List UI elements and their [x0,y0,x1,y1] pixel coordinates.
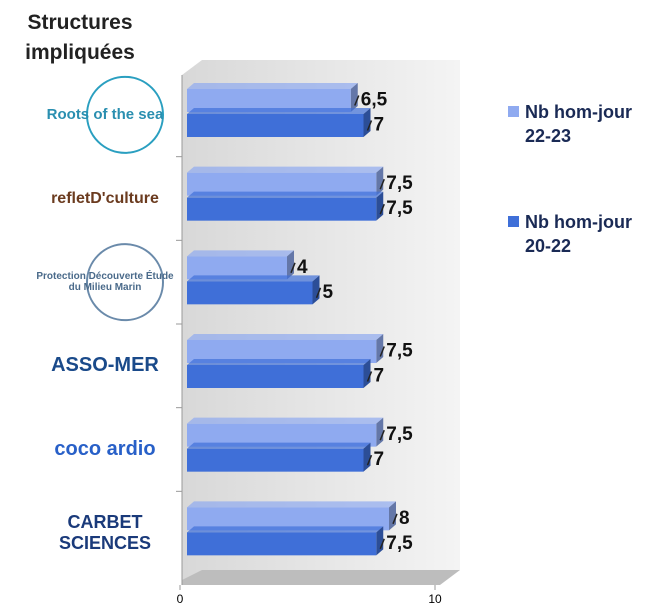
bar-side [376,191,384,221]
bar-side [389,501,396,531]
chart-title: Structures impliquées [25,11,135,64]
bar [187,423,377,447]
bar-top [187,83,358,89]
bar-side [376,417,384,447]
bar [187,507,389,531]
bar-top [187,442,371,449]
bar-side [376,334,384,363]
bar-side [312,275,320,305]
data-label: 7 [374,366,385,387]
bar-top [187,275,320,282]
bar [187,365,364,388]
bar-top [187,191,384,198]
bar-top [187,501,396,508]
legend-label: Nb hom-jour 22-23 [525,102,632,146]
bar-top [187,417,384,424]
bar-top [187,108,371,114]
data-label: 7,5 [386,198,413,219]
bar-side [363,442,371,472]
data-label: 4 [297,257,308,278]
data-label: 7 [374,115,385,136]
bar-side [376,526,384,556]
bar [187,448,364,472]
data-label: 8 [399,508,410,529]
label-leader [379,203,385,215]
label-leader [379,538,385,550]
bar [187,197,377,221]
label-leader [379,178,385,190]
bar-top [187,359,371,365]
category-logo: refletD'culture [51,189,159,207]
label-leader [290,262,296,274]
bar-top [187,334,384,340]
bar-side [287,250,294,280]
bar [187,89,351,112]
bar [187,172,377,196]
category-logo: Roots of the sea [46,106,164,124]
legend-entry: Nb hom-jour 22-23 [508,100,656,148]
bar [187,256,287,280]
category-logo: ASSO-MER [51,354,159,377]
bar-top [187,250,294,257]
bar [187,532,377,556]
label-leader [366,371,373,382]
category-logo: Protection Découverte Étude du Milieu Ma… [36,271,174,294]
label-leader [379,429,385,441]
data-label: 7,5 [386,424,413,445]
logo-circle [86,75,164,154]
x-tick-label: 10 [428,592,442,606]
label-leader [379,346,385,357]
label-leader [366,454,373,466]
data-label: 5 [323,282,334,303]
data-label: 7,5 [386,173,413,194]
category-logo: coco ardio [54,438,156,460]
bar [187,114,364,137]
bar-side [363,108,371,137]
label-leader [366,120,373,131]
floor [182,570,460,585]
legend-entry: Nb hom-jour 20-22 [508,210,656,258]
logo-circle [86,243,164,322]
legend-swatch [508,106,519,117]
legend-swatch [508,216,519,227]
category-logo: CARBET SCIENCES [58,512,152,554]
label-leader [392,513,398,525]
label-leader [354,95,360,106]
x-tick-label: 0 [177,592,184,606]
legend-label: Nb hom-jour 20-22 [525,212,632,256]
data-label: 7,5 [386,533,413,554]
bar-side [376,166,384,196]
bar-top [187,526,384,533]
bar-side [363,359,371,388]
data-label: 7 [374,449,385,470]
bar-side [350,83,358,112]
data-label: 6,5 [361,90,388,111]
bar [187,281,313,305]
bar [187,340,377,363]
label-leader [315,287,322,299]
bar-top [187,166,384,173]
data-label: 7,5 [386,341,413,362]
